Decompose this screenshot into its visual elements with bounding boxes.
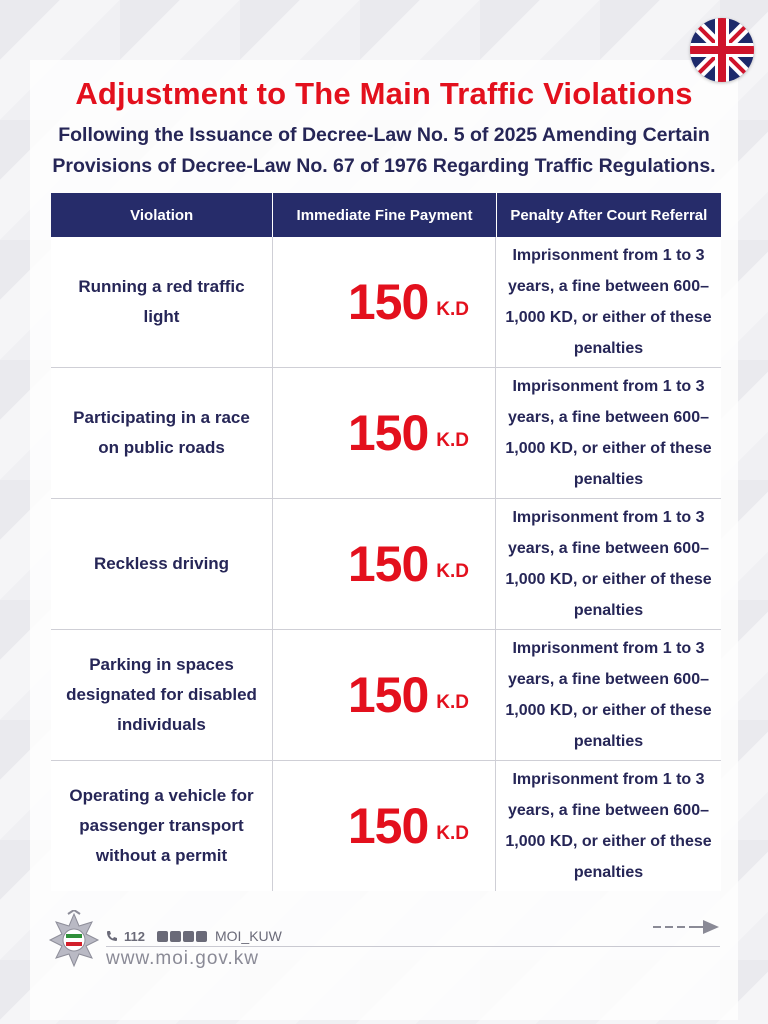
header-immediate-fine: Immediate Fine Payment xyxy=(273,193,497,237)
fine-cell: 150 K.D xyxy=(273,630,496,760)
page-subtitle: Following the Issuance of Decree-Law No.… xyxy=(40,120,728,182)
penalty-cell: Imprisonment from 1 to 3 years, a fine b… xyxy=(505,247,712,357)
header-violation: Violation xyxy=(51,193,274,237)
fine-amount: 150 xyxy=(347,536,429,592)
footer-divider xyxy=(106,946,720,947)
violation-cell: Reckless driving xyxy=(51,499,273,629)
table-row: Reckless driving 150 K.D Imprisonment fr… xyxy=(51,499,721,630)
page-title: Adjustment to The Main Traffic Violation… xyxy=(75,76,693,111)
contact-line: 112 MOI_KUW xyxy=(106,928,282,944)
penalty-cell: Imprisonment from 1 to 3 years, a fine b… xyxy=(505,378,712,488)
violation-cell: Running a red traffic light xyxy=(51,237,273,367)
moi-emblem-icon xyxy=(48,910,100,968)
fine-cell: 150 K.D xyxy=(273,499,496,629)
violations-table: Violation Immediate Fine Payment Penalty… xyxy=(51,193,721,891)
penalty-cell: Imprisonment from 1 to 3 years, a fine b… xyxy=(505,771,712,881)
social-handle[interactable]: MOI_KUW xyxy=(214,928,282,944)
fine-cell: 150 K.D xyxy=(273,237,496,367)
website-link[interactable]: www.moi.gov.kw xyxy=(106,948,260,969)
fine-unit: K.D xyxy=(436,299,469,320)
fine-unit: K.D xyxy=(436,823,469,844)
phone-icon xyxy=(107,931,117,941)
next-arrow-icon[interactable] xyxy=(653,918,721,936)
penalty-cell: Imprisonment from 1 to 3 years, a fine b… xyxy=(505,640,712,750)
header-penalty: Penalty After Court Referral xyxy=(510,206,708,224)
fine-cell: 150 K.D xyxy=(273,761,496,891)
facebook-icon[interactable] xyxy=(169,930,181,942)
violation-cell: Parking in spaces designated for disable… xyxy=(51,630,273,760)
instagram-icon[interactable] xyxy=(195,930,207,942)
table-header: Violation Immediate Fine Payment Penalty… xyxy=(51,193,721,237)
x-icon[interactable] xyxy=(182,930,194,942)
table-row: Running a red traffic light 150 K.D Impr… xyxy=(51,237,721,368)
fine-unit: K.D xyxy=(436,561,469,582)
violation-cell: Participating in a race on public roads xyxy=(51,368,273,498)
fine-amount: 150 xyxy=(347,405,429,461)
fine-unit: K.D xyxy=(436,430,469,451)
violation-cell: Operating a vehicle for passenger transp… xyxy=(51,761,273,891)
social-icons xyxy=(156,930,207,942)
subtitle-line: Following the Issuance of Decree-Law No.… xyxy=(58,124,710,146)
table-row: Parking in spaces designated for disable… xyxy=(51,630,721,761)
fine-cell: 150 K.D xyxy=(273,368,496,498)
table-row: Operating a vehicle for passenger transp… xyxy=(51,761,721,891)
subtitle-line: Provisions of Decree-Law No. 67 of 1976 … xyxy=(52,155,716,177)
fine-amount: 150 xyxy=(347,274,429,330)
fine-unit: K.D xyxy=(436,692,469,713)
youtube-icon[interactable] xyxy=(156,930,168,942)
penalty-cell: Imprisonment from 1 to 3 years, a fine b… xyxy=(505,509,712,619)
table-row: Participating in a race on public roads … xyxy=(51,368,721,499)
phone-number[interactable]: 112 xyxy=(124,928,145,944)
fine-amount: 150 xyxy=(347,798,429,854)
fine-amount: 150 xyxy=(347,667,429,723)
uk-flag-icon[interactable] xyxy=(690,18,754,82)
